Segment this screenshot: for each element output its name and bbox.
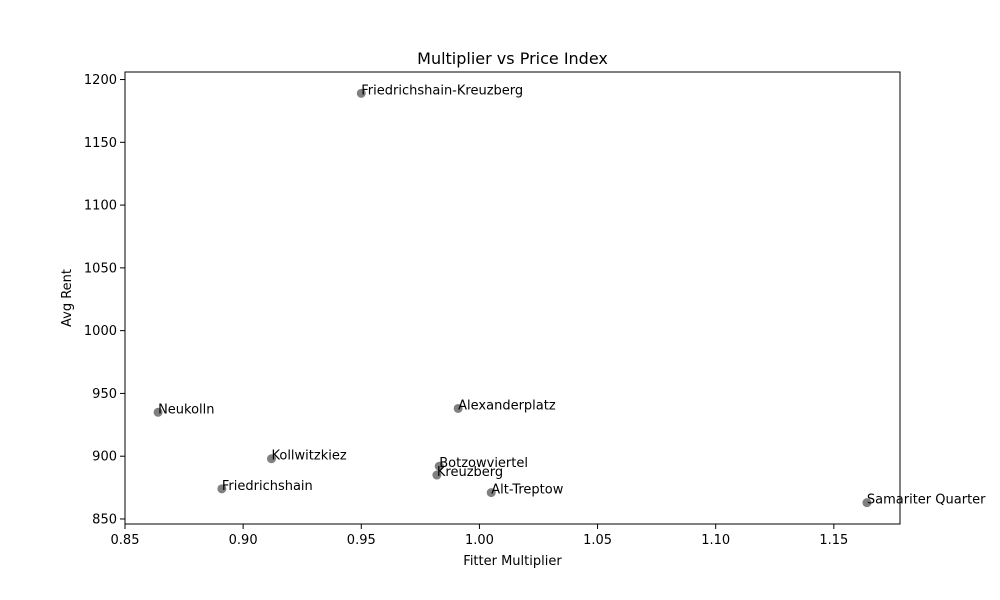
y-tick-label: 850 (92, 512, 117, 527)
data-point (453, 403, 463, 413)
data-point-label: Friedrichshain-Kreuzberg (361, 83, 523, 98)
y-tick-label: 900 (92, 450, 117, 465)
x-axis: 0.85 0.90 0.95 1.00 1.05 1.10 1.15 (111, 524, 848, 548)
x-tick-label: 1.00 (465, 533, 494, 548)
y-axis: 850 900 950 1000 1050 1100 1150 1200 (84, 73, 125, 527)
plot-frame (124, 71, 901, 525)
data-point (486, 488, 496, 498)
y-axis-label: Avg Rent (60, 269, 75, 327)
x-tick-label: 1.10 (701, 533, 730, 548)
x-axis-label: Fitter Multiplier (463, 554, 562, 569)
data-point-label: Alt-Treptow (491, 483, 563, 498)
data-point-label: Kreuzberg (437, 465, 503, 480)
points-layer: Friedrichshain-Kreuzberg Neukolln Alexande… (153, 83, 986, 508)
x-tick-label: 1.15 (819, 533, 848, 548)
chart-title: Multiplier vs Price Index (417, 49, 608, 68)
x-tick-label: 0.90 (229, 533, 258, 548)
data-point-label: Samariter Quarter (867, 493, 986, 508)
data-point (432, 470, 442, 480)
data-point (862, 498, 872, 508)
data-point-label: Friedrichshain (222, 479, 313, 494)
data-point (266, 454, 276, 464)
data-point-label: Neukolln (158, 402, 214, 417)
data-point-label: Botzowviertel (439, 456, 528, 471)
y-tick-label: 1200 (84, 73, 117, 88)
x-tick-label: 0.95 (347, 533, 376, 548)
data-point (434, 461, 444, 471)
y-tick-label: 1100 (84, 199, 117, 214)
data-point (356, 88, 366, 98)
data-point-label: Alexanderplatz (458, 398, 556, 413)
x-tick-label: 0.85 (111, 533, 140, 548)
data-point-label: Kollwitzkiez (271, 449, 346, 464)
data-point (153, 407, 163, 417)
x-tick-label: 1.05 (583, 533, 612, 548)
y-tick-label: 1000 (84, 324, 117, 339)
y-tick-label: 950 (92, 387, 117, 402)
data-point (217, 484, 227, 494)
y-tick-label: 1050 (84, 261, 117, 276)
y-tick-label: 1150 (84, 136, 117, 151)
